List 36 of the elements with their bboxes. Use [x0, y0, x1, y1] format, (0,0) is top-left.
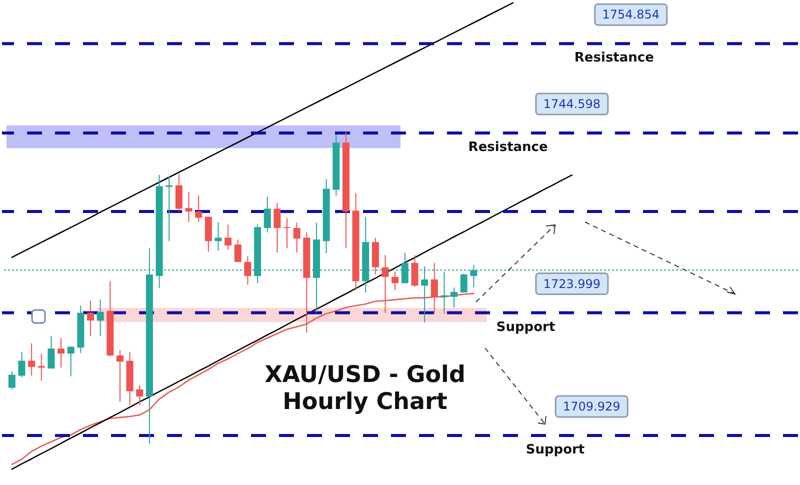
candlestick	[28, 342, 36, 376]
candlestick	[175, 173, 182, 212]
candlestick	[48, 336, 55, 370]
candlestick	[224, 224, 232, 250]
candlestick	[58, 337, 65, 368]
annotation: Resistance	[468, 140, 548, 156]
candlestick	[392, 271, 399, 291]
candlestick	[116, 350, 124, 402]
text: Resistance	[574, 50, 654, 66]
candlestick	[136, 384, 144, 406]
candlestick	[234, 239, 242, 262]
annotation: 1709.929	[562, 400, 620, 414]
candlestick	[18, 352, 26, 378]
candlestick	[274, 202, 281, 254]
candlestick	[284, 218, 291, 249]
annotation: 1723.999	[543, 276, 601, 291]
text: XAU/USD - Gold Hourly Chart	[264, 362, 466, 416]
candlestick	[195, 195, 202, 223]
candlestick	[38, 353, 45, 382]
candlestick	[214, 222, 222, 252]
candlestick	[96, 299, 104, 337]
candlestick	[411, 254, 418, 288]
candlestick	[166, 176, 173, 242]
candlestick	[460, 273, 468, 294]
text: 1744.598	[543, 97, 601, 112]
candlestick	[185, 192, 192, 223]
annotation: Support	[496, 320, 556, 335]
candlestick	[450, 287, 458, 308]
candlestick	[264, 196, 271, 233]
candlestick	[244, 256, 252, 286]
text: 1754.854	[602, 8, 660, 22]
candlestick	[293, 222, 300, 254]
candlestick	[87, 300, 94, 337]
candlestick	[8, 370, 16, 390]
candlestick	[67, 346, 74, 377]
annotation: Support	[526, 442, 585, 458]
